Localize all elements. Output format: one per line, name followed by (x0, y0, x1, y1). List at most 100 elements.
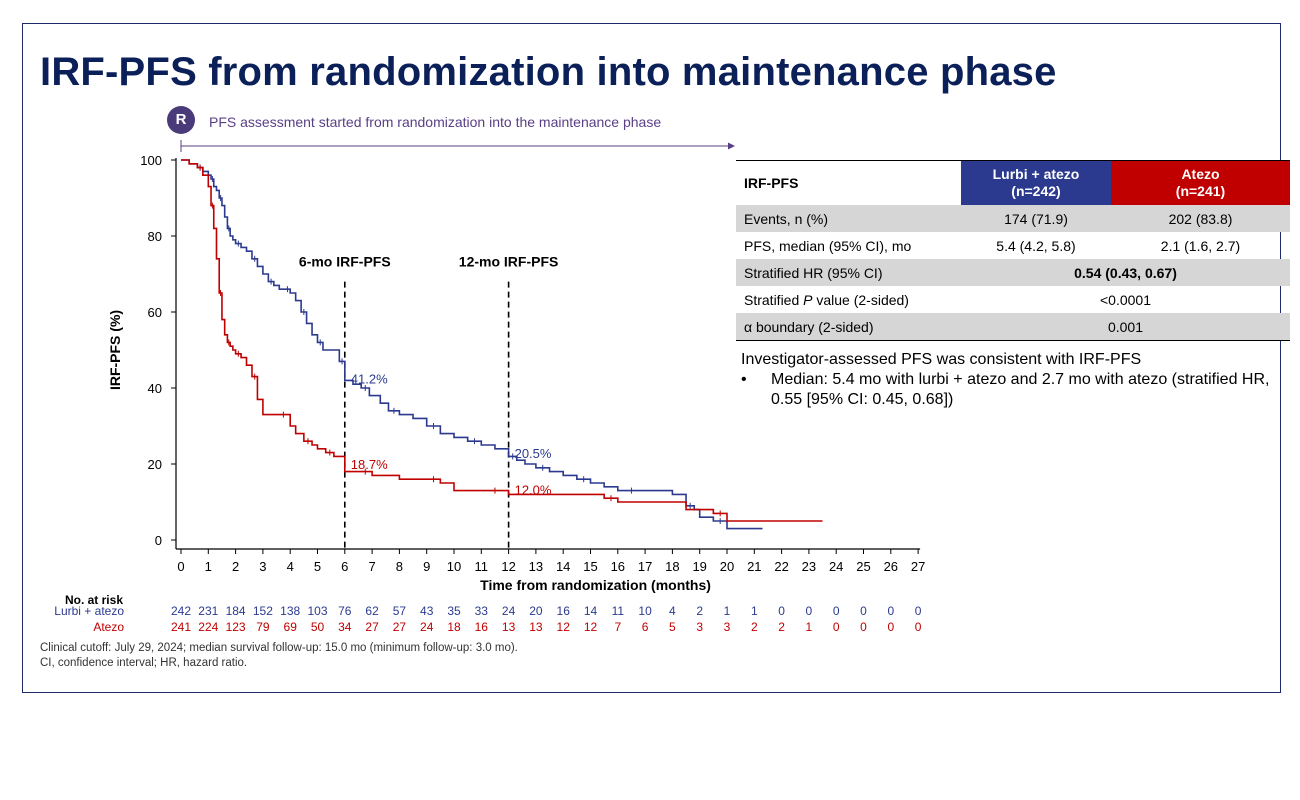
risk-count: 2 (696, 604, 703, 618)
x-tick-label: 24 (829, 559, 843, 574)
hr-label: Stratified HR (95% CI) (736, 259, 961, 286)
x-tick-label: 25 (856, 559, 870, 574)
risk-count: 20 (529, 604, 543, 618)
risk-count: 152 (253, 604, 273, 618)
investigator-bullet: • Median: 5.4 mo with lurbi + atezo and … (741, 370, 1271, 410)
hr-value: 0.54 (0.43, 0.67) (961, 259, 1290, 286)
table-header-atezo: Atezo (n=241) (1111, 160, 1290, 205)
risk-count: 34 (338, 620, 352, 634)
risk-count: 76 (338, 604, 352, 618)
risk-count: 13 (502, 620, 516, 634)
risk-count: 123 (226, 620, 246, 634)
investigator-heading: Investigator-assessed PFS was consistent… (741, 351, 1142, 368)
randomization-note: PFS assessment started from randomizatio… (209, 114, 662, 130)
risk-count: 33 (475, 604, 489, 618)
table-header-row: IRF-PFS Lurbi + atezo (n=242) Atezo (n=2… (736, 160, 1290, 205)
survival-rate-label: 12.0% (515, 482, 552, 497)
table-row-hr: Stratified HR (95% CI) 0.54 (0.43, 0.67) (736, 259, 1290, 286)
risk-count: 27 (365, 620, 379, 634)
risk-count: 18 (447, 620, 461, 634)
events-atezo: 202 (83.8) (1111, 205, 1290, 232)
risk-count: 13 (529, 620, 543, 634)
x-tick-label: 18 (665, 559, 679, 574)
risk-row-label: Atezo (93, 620, 124, 634)
x-tick-label: 10 (447, 559, 461, 574)
x-tick-label: 14 (556, 559, 570, 574)
slide-frame (22, 23, 1281, 693)
risk-count: 184 (226, 604, 246, 618)
x-tick-label: 20 (720, 559, 734, 574)
risk-table-heading: No. at risk (65, 593, 123, 607)
risk-count: 231 (198, 604, 218, 618)
arrow-head-icon (728, 142, 735, 150)
x-tick-label: 6 (341, 559, 348, 574)
x-tick-label: 7 (368, 559, 375, 574)
table-row-pvalue: Stratified P value (2-sided) <0.0001 (736, 286, 1290, 313)
table-row-median: PFS, median (95% CI), mo 5.4 (4.2, 5.8) … (736, 232, 1290, 259)
risk-count: 50 (311, 620, 325, 634)
median-atezo: 2.1 (1.6, 2.7) (1160, 237, 1241, 254)
footnotes: Clinical cutoff: July 29, 2024; median s… (40, 641, 518, 671)
x-tick-label: 13 (529, 559, 543, 574)
x-tick-label: 19 (692, 559, 706, 574)
y-tick-label: 80 (148, 229, 162, 244)
irf-pfs-table: IRF-PFS Lurbi + atezo (n=242) Atezo (n=2… (736, 160, 1290, 341)
investigator-bullet-text: Median: 5.4 mo with lurbi + atezo and 2.… (771, 371, 1270, 408)
risk-count: 43 (420, 604, 434, 618)
y-tick-label: 60 (148, 305, 162, 320)
median-lurbi: 5.4 (4.2, 5.8) (996, 237, 1076, 254)
x-tick-label: 0 (177, 559, 184, 574)
risk-count: 24 (502, 604, 516, 618)
risk-count: 1 (806, 620, 813, 634)
investigator-note: Investigator-assessed PFS was consistent… (741, 350, 1271, 410)
km-chart: 0 1 2 3 4 5 6 7 8 9 10 11 12 13 14 15 16 17 18 19 20 21 22 23 24… (54, 140, 925, 634)
table-header-lurbi-n: (n=242) (1011, 183, 1061, 199)
x-tick-label: 1 (205, 559, 212, 574)
table-header-label: IRF-PFS (736, 160, 961, 205)
pvalue-label-p: P (803, 291, 813, 308)
y-axis-label: IRF-PFS (%) (107, 310, 123, 390)
risk-count: 12 (584, 620, 598, 634)
x-tick-label: 12 (501, 559, 515, 574)
reference-line-label-12mo: 12-mo IRF-PFS (459, 253, 559, 269)
risk-count: 1 (751, 604, 758, 618)
risk-count: 0 (915, 620, 922, 634)
x-tick-label: 17 (638, 559, 652, 574)
risk-count: 35 (447, 604, 461, 618)
risk-count: 0 (833, 620, 840, 634)
risk-count: 10 (638, 604, 652, 618)
risk-count: 16 (557, 604, 571, 618)
risk-count: 0 (915, 604, 922, 618)
km-curve-lurbi-atezo (181, 159, 763, 530)
randomization-badge: R (167, 106, 195, 134)
risk-count: 5 (669, 620, 676, 634)
km-curve-atezo (181, 159, 823, 522)
risk-count: 0 (806, 604, 813, 618)
table-header-atezo-n: (n=241) (1175, 183, 1226, 199)
events-label: Events, n (%) (736, 205, 961, 232)
risk-count: 24 (420, 620, 434, 634)
risk-count: 79 (256, 620, 270, 634)
x-tick-label: 9 (423, 559, 430, 574)
risk-count: 242 (171, 604, 191, 618)
risk-count: 0 (778, 604, 785, 618)
survival-rate-label: 20.5% (515, 446, 552, 461)
x-tick-label: 5 (314, 559, 321, 574)
survival-rate-label: 41.2% (351, 371, 388, 386)
risk-count: 14 (584, 604, 598, 618)
y-tick-label: 20 (148, 457, 162, 472)
slide-title: IRF-PFS from randomization into maintena… (40, 50, 1057, 94)
footnote-abbrev: CI, confidence interval; HR, hazard rati… (40, 657, 248, 669)
table-row-events: Events, n (%) 174 (71.9) 202 (83.8) (736, 205, 1290, 232)
risk-count: 0 (833, 604, 840, 618)
bullet-icon: • (741, 371, 747, 388)
risk-count: 2 (778, 620, 785, 634)
risk-count: 0 (860, 620, 867, 634)
alpha-value: 0.001 (961, 313, 1290, 341)
x-tick-label: 26 (884, 559, 898, 574)
table-header-lurbi-name: Lurbi + atezo (992, 166, 1080, 182)
x-tick-label: 16 (611, 559, 625, 574)
risk-count: 1 (724, 604, 731, 618)
pvalue-value: <0.0001 (1100, 291, 1151, 308)
risk-count: 27 (393, 620, 407, 634)
